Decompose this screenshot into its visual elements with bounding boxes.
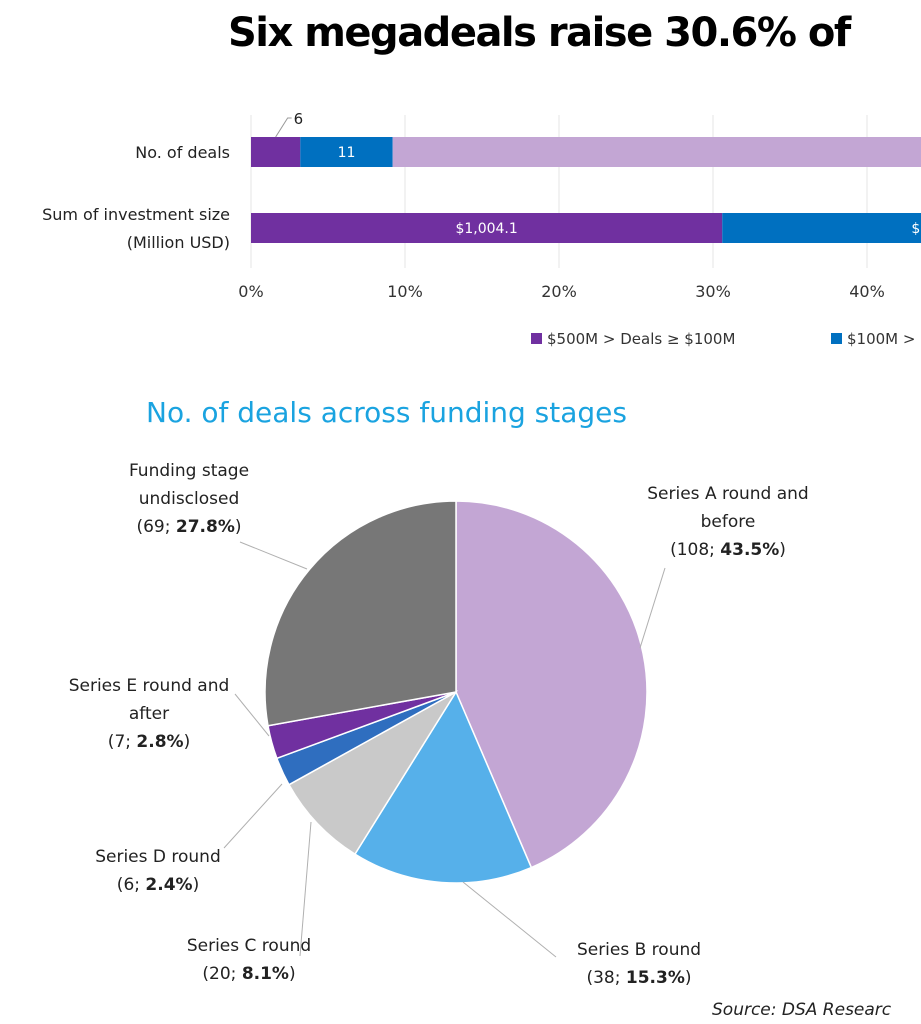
- pie-value-label: (69; 27.8%): [136, 517, 241, 537]
- bar-segment: [251, 213, 723, 243]
- leader-line: [275, 117, 292, 138]
- pie-count: 7: [114, 732, 125, 752]
- pie-percent: 2.8%: [136, 732, 183, 752]
- category-label: Sum of investment size: [42, 205, 230, 224]
- pie-percent: 8.1%: [242, 964, 289, 984]
- bar-segment: [300, 137, 393, 167]
- pie-slice: [353, 690, 533, 884]
- category-label: No. of deals: [135, 143, 230, 162]
- pie-leader-line: [239, 541, 308, 570]
- pie-label: Series E round and: [69, 676, 230, 696]
- pie-percent: 15.3%: [626, 968, 685, 988]
- x-tick-label: 30%: [695, 282, 731, 301]
- pie-value-label: (38; 15.3%): [586, 968, 691, 988]
- pie-value-label: (20; 8.1%): [202, 964, 295, 984]
- pie-chart: Series A round and before (108; 43.5%) Seri…: [69, 461, 809, 988]
- pie-leader-line: [234, 693, 270, 737]
- pie-label: before: [701, 512, 756, 532]
- data-label: 11: [338, 145, 356, 161]
- pie-label: Funding stage: [129, 461, 249, 481]
- pie-label: Series C round: [187, 936, 311, 956]
- pie-label: Series A round and: [647, 484, 808, 504]
- data-label: $1,004.1: [455, 221, 517, 237]
- pie-leader-line: [462, 881, 557, 958]
- pie-count: 108: [677, 540, 709, 560]
- pie-percent: 27.8%: [176, 517, 235, 537]
- stacked-bar-chart: 0% 10% 20% 30% 40% No. of deals Sum of investm…: [42, 110, 921, 348]
- pie-count: 69: [143, 517, 165, 537]
- legend-label: $500M > Deals ≥ $100M: [547, 330, 735, 348]
- pie-label: Series D round: [95, 847, 221, 867]
- data-label: $86: [911, 221, 921, 237]
- chart-title: Six megadeals raise 30.6% of: [228, 10, 851, 56]
- pie-count: 6: [123, 875, 134, 895]
- x-tick-label: 40%: [849, 282, 885, 301]
- x-tick-label: 0%: [238, 282, 263, 301]
- pie-percent: 43.5%: [720, 540, 779, 560]
- pie-count: 38: [593, 968, 615, 988]
- pie-value-label: (108; 43.5%): [670, 540, 786, 560]
- pie-value-label: (7; 2.8%): [108, 732, 190, 752]
- pie-leader-line: [299, 821, 312, 957]
- pie-chart-title: No. of deals across funding stages: [146, 396, 627, 429]
- pie-slice: [264, 500, 457, 727]
- bar-segment: [392, 137, 921, 167]
- bar-segment: [251, 137, 301, 167]
- pie-leader-line: [223, 783, 283, 849]
- legend-label: $100M >: [847, 330, 915, 348]
- pie-leader-line: [639, 567, 666, 649]
- pie-percent: 2.4%: [145, 875, 192, 895]
- bar-segment: [722, 213, 921, 243]
- pie-slice: [455, 500, 648, 869]
- x-tick-label: 20%: [541, 282, 577, 301]
- data-label: 6: [294, 110, 304, 128]
- category-label: (Million USD): [127, 233, 230, 252]
- pie-count: 20: [209, 964, 231, 984]
- pie-label: undisclosed: [139, 489, 240, 509]
- pie-label: after: [129, 704, 169, 724]
- legend-swatch: [831, 333, 842, 344]
- x-tick-label: 10%: [387, 282, 423, 301]
- legend-swatch: [531, 333, 542, 344]
- source-note: Source: DSA Researc: [712, 1000, 892, 1020]
- pie-value-label: (6; 2.4%): [117, 875, 199, 895]
- pie-slice: [287, 689, 459, 856]
- pie-label: Series B round: [577, 940, 701, 960]
